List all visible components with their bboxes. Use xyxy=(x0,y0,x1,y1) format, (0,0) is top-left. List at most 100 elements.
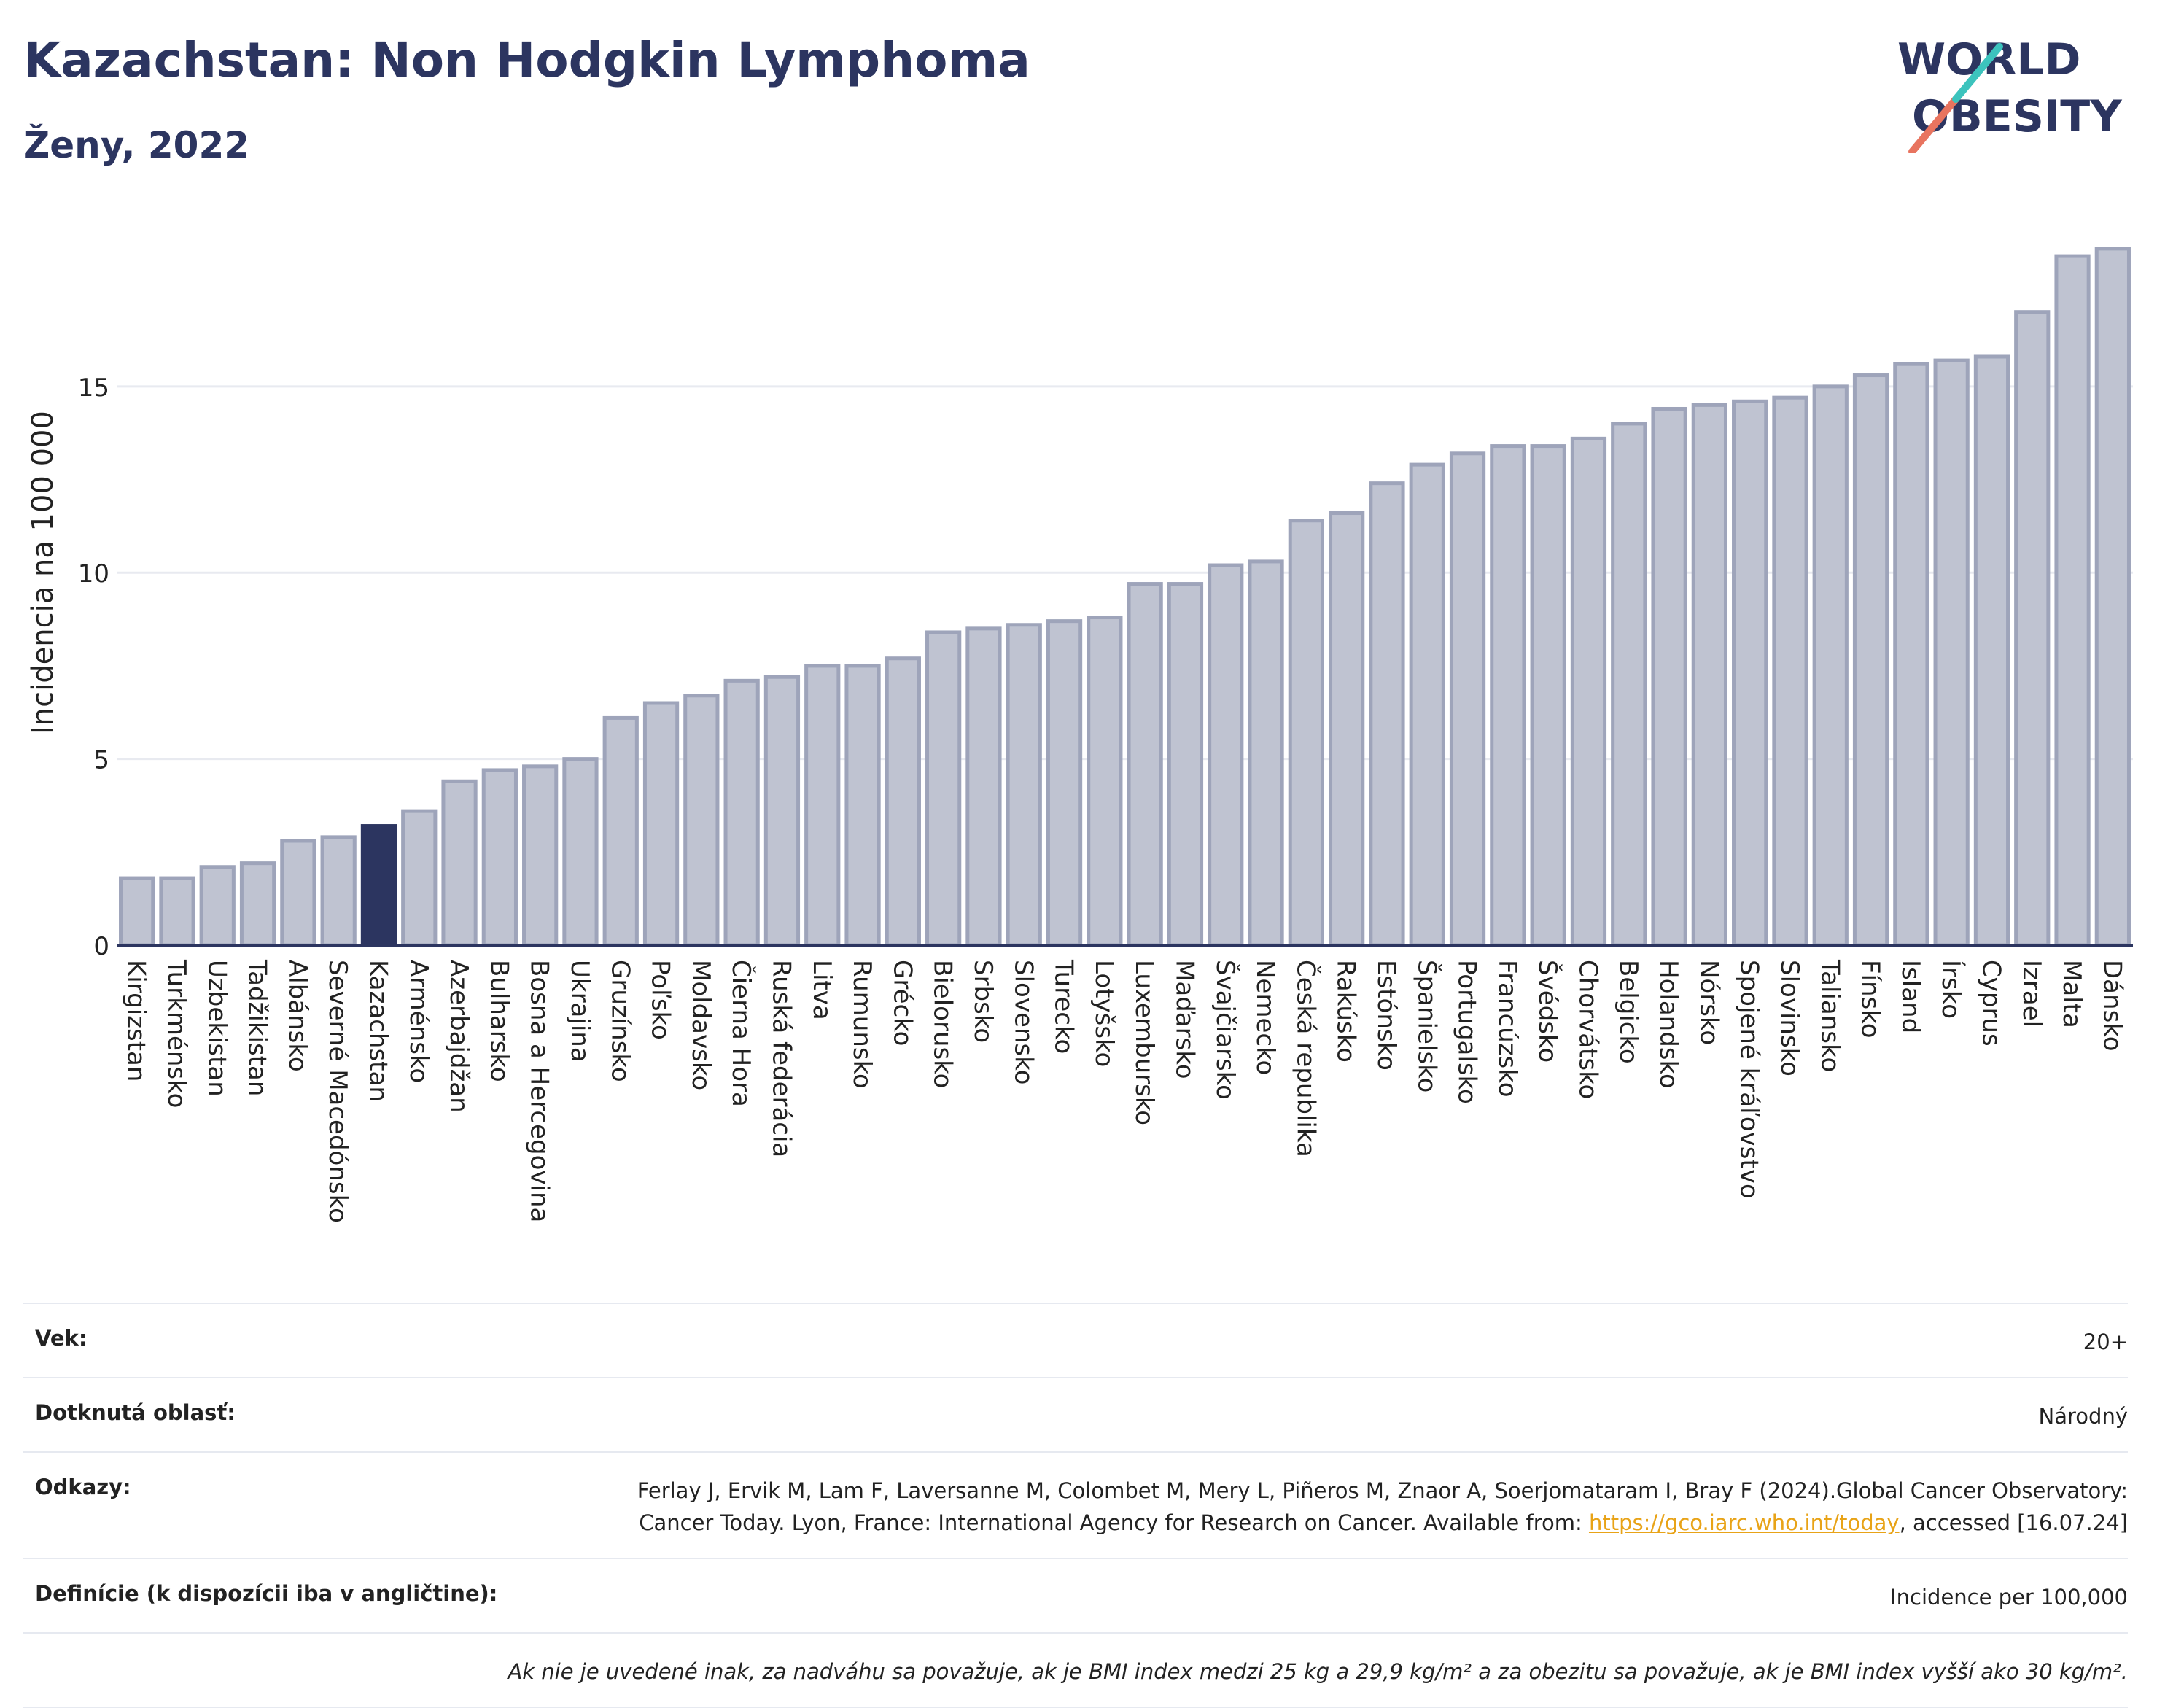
bar-bielorusko xyxy=(925,630,962,947)
x-tick-label: Uzbekistan xyxy=(202,960,231,1097)
x-tick-label: Slovinsko xyxy=(1775,960,1804,1076)
bar-srbsko xyxy=(965,626,1002,947)
world-obesity-logo: WORLD OBESITY xyxy=(1897,34,2123,153)
bar-turkménsko xyxy=(159,876,195,947)
bar-izrael xyxy=(2014,310,2051,947)
chart-title: Kazachstan: Non Hodgkin Lymphoma xyxy=(23,32,1030,88)
info-row-references: Odkazy: Ferlay J, Ervik M, Lam F, Lavers… xyxy=(23,1451,2128,1558)
bar-arménsko xyxy=(401,809,438,947)
bar-bulharsko xyxy=(481,768,518,947)
x-tick-label: Švédsko xyxy=(1533,960,1563,1063)
x-tick-label: Turecko xyxy=(1049,959,1078,1054)
bar-rumunsko xyxy=(844,664,881,947)
bar-kirgizstan xyxy=(119,876,155,947)
x-tick-label: Bosna a Hercegovina xyxy=(525,960,554,1222)
bar-severné-macedónsko xyxy=(320,835,357,947)
bar-azerbajdžan xyxy=(441,779,478,947)
bar-cyprus xyxy=(1973,354,2010,947)
bar-kazachstan xyxy=(360,824,397,947)
x-tick-label: Francúzsko xyxy=(1493,960,1522,1098)
logo-slash-coral xyxy=(1908,96,1959,153)
bmi-note: Ak nie je uvedené inak, za nadváhu sa po… xyxy=(508,1659,2128,1684)
bar-tadžikistan xyxy=(239,861,276,947)
bar-ruská-federácia xyxy=(763,675,801,947)
y-tick-label: 15 xyxy=(78,373,109,403)
references-accessed: , accessed [16.07.24] xyxy=(1899,1510,2128,1535)
age-value: 20+ xyxy=(2083,1329,2128,1354)
x-tick-label: Rakúsko xyxy=(1332,960,1361,1063)
bar-grécko xyxy=(885,656,921,947)
bar-taliansko xyxy=(1812,384,1849,947)
x-tick-label: Nemecko xyxy=(1251,960,1280,1075)
references-value: Ferlay J, Ervik M, Lam F, Laversanne M, … xyxy=(560,1475,2128,1539)
logo-line2: OBESITY xyxy=(1912,91,2123,142)
bar-maďarsko xyxy=(1167,582,1204,947)
info-table: Vek: 20+ Dotknutá oblasť: Národný Odkazy… xyxy=(23,1303,2128,1708)
x-tick-label: Írsko xyxy=(1936,960,1966,1019)
bar-nemecko xyxy=(1248,559,1284,947)
x-tick-label: Grécko xyxy=(887,960,917,1046)
bar-island xyxy=(1893,362,1929,947)
bar-uzbekistan xyxy=(199,865,236,947)
x-tick-label: Litva xyxy=(807,960,836,1020)
bar-holandsko xyxy=(1651,406,1687,947)
y-tick-label: 5 xyxy=(93,746,109,775)
logo-slash-teal xyxy=(1952,43,2003,103)
bar-turecko xyxy=(1046,619,1083,947)
area-value: Národný xyxy=(2038,1404,2128,1429)
x-tick-label: Lotyšsko xyxy=(1089,960,1119,1067)
x-tick-label: Chorvátsko xyxy=(1573,960,1602,1099)
x-tick-label: Poľsko xyxy=(646,960,675,1040)
x-tick-label: Spojené kráľovstvo xyxy=(1735,960,1764,1199)
x-tick-label: Srbsko xyxy=(968,960,998,1043)
x-tick-label: Bulharsko xyxy=(484,960,513,1082)
bar-ukrajina xyxy=(562,757,599,947)
bar-španielsko xyxy=(1409,462,1445,947)
x-tick-label: Izrael xyxy=(2017,960,2046,1028)
bar-chorvátsko xyxy=(1570,436,1607,947)
y-axis-ticks: 0 5 10 15 xyxy=(78,373,109,961)
bar-bosna-a-hercegovina xyxy=(522,764,559,947)
bar-chart: 0 5 10 15 Incidencia na 100 000 Kirgizstan T… xyxy=(26,247,2133,1223)
bar-belgicko xyxy=(1611,422,1647,947)
x-tick-label: Holandsko xyxy=(1654,960,1683,1089)
x-tick-label: Nórsko xyxy=(1694,960,1723,1045)
area-label: Dotknutá oblasť: xyxy=(35,1400,236,1425)
chart-subtitle: Ženy, 2022 xyxy=(23,124,250,166)
bar-čierna-hora xyxy=(723,678,760,947)
bar-estónsko xyxy=(1369,481,1405,947)
bar-švajčiarsko xyxy=(1208,563,1244,947)
x-tick-label: Albánsko xyxy=(283,960,312,1072)
x-tick-label: Kazachstan xyxy=(363,960,392,1102)
x-tick-label: Severné Macedónsko xyxy=(323,960,352,1223)
bar-poľsko xyxy=(642,701,680,947)
bar-malta xyxy=(2054,254,2091,947)
info-row-definitions: Definície (k dispozícii iba v angličtine… xyxy=(23,1558,2128,1632)
x-tick-label: Estónsko xyxy=(1372,960,1401,1071)
bar-írsko xyxy=(1933,358,1970,947)
x-tick-label: Taliansko xyxy=(1815,959,1844,1072)
bar-litva xyxy=(804,664,841,947)
bar-dánsko xyxy=(2094,247,2131,947)
bar-gruzínsko xyxy=(602,715,639,947)
x-tick-label: Cyprus xyxy=(1976,960,2005,1047)
x-tick-label: Rumunsko xyxy=(847,960,877,1089)
bar-česká-republika xyxy=(1288,519,1324,947)
bars xyxy=(119,247,2131,947)
x-tick-label: Gruzínsko xyxy=(605,960,634,1082)
bar-francúzsko xyxy=(1490,444,1526,947)
x-tick-label: Island xyxy=(1896,960,1925,1033)
references-link[interactable]: https://gco.iarc.who.int/today xyxy=(1588,1510,1900,1535)
x-tick-label: Slovensko xyxy=(1008,960,1038,1084)
bar-nórsko xyxy=(1691,403,1727,947)
x-tick-label: Arménsko xyxy=(404,960,433,1083)
x-tick-label: Čierna Hora xyxy=(726,960,756,1107)
age-label: Vek: xyxy=(35,1326,88,1351)
bar-rakúsko xyxy=(1329,511,1365,947)
x-axis-ticks: Kirgizstan Turkménsko Uzbekistan Tadžikista… xyxy=(122,959,2127,1223)
x-tick-label: Azerbajdžan xyxy=(444,960,473,1113)
x-tick-label: Luxembursko xyxy=(1130,960,1159,1125)
x-tick-label: Ruská federácia xyxy=(766,960,796,1157)
bar-slovensko xyxy=(1006,623,1042,947)
references-label: Odkazy: xyxy=(35,1475,131,1499)
